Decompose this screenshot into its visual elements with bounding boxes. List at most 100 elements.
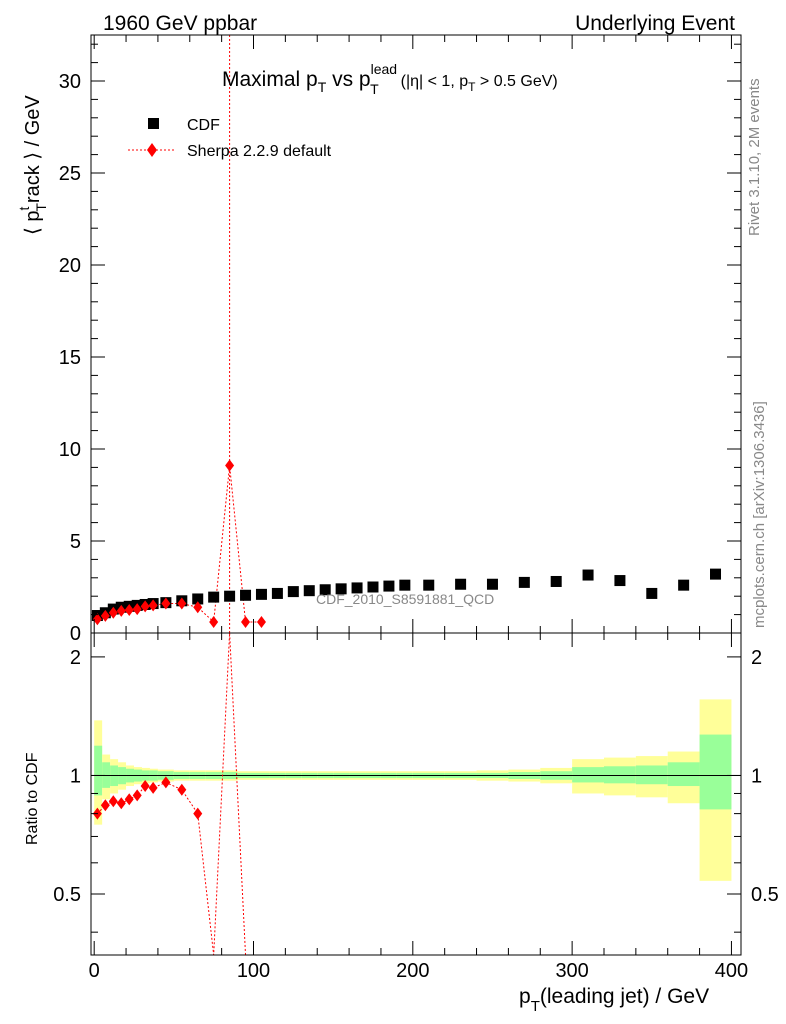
cdf-point bbox=[646, 587, 658, 599]
sherpa-point bbox=[241, 615, 251, 628]
main-data-layer bbox=[91, 35, 722, 633]
ratio-band-inner bbox=[635, 765, 668, 785]
sherpa-ratio-point bbox=[140, 780, 150, 793]
cdf-point bbox=[255, 588, 267, 600]
sherpa-ratio-point bbox=[148, 781, 158, 794]
title-cut-sub: T bbox=[468, 80, 476, 94]
xlabel-rest: (leading jet) / GeV bbox=[540, 985, 709, 1008]
ratio-ytick-label: 2 bbox=[70, 647, 81, 669]
sherpa-point bbox=[124, 604, 134, 616]
ratio-y-label: Ratio to CDF bbox=[24, 752, 41, 845]
title-main: Maximal p bbox=[222, 68, 318, 91]
main-ytick-label: 5 bbox=[70, 531, 81, 553]
sherpa-point bbox=[148, 599, 158, 612]
sherpa-ratio-point bbox=[108, 795, 118, 808]
cdf-point bbox=[303, 585, 315, 597]
cdf-point bbox=[271, 587, 283, 599]
ratio-band-inner bbox=[94, 745, 103, 796]
sherpa-point bbox=[209, 615, 219, 628]
sherpa-ratio-point bbox=[116, 797, 126, 810]
sherpa-ratio-point bbox=[177, 783, 187, 796]
chart-title: Maximal pT vs plead T (|η| < 1, pT > 0.5 G… bbox=[222, 61, 558, 97]
ratio-xtick-label: 300 bbox=[555, 960, 588, 982]
mcplots-label: mcplots.cern.ch [arXiv:1306.3436] bbox=[751, 401, 768, 628]
ratio-band-inner bbox=[667, 762, 700, 787]
ratio-ytick-label: 0.5 bbox=[53, 884, 81, 906]
cdf-point bbox=[224, 590, 236, 602]
main-ytick-label: 25 bbox=[59, 163, 81, 185]
title-cut: (|η| < 1, p bbox=[401, 73, 469, 90]
main-y-axis: 0 5 10 15 20 25 30 bbox=[59, 43, 741, 645]
title-sup: lead bbox=[371, 61, 397, 77]
legend-sherpa-label: Sherpa 2.2.9 default bbox=[187, 143, 332, 160]
legend-sherpa-marker bbox=[147, 143, 157, 157]
title-sub2: T bbox=[370, 81, 379, 97]
sherpa-point bbox=[108, 606, 118, 619]
ratio-band-inner bbox=[572, 767, 604, 783]
header-left: 1960 GeV ppbar bbox=[103, 12, 257, 35]
cdf-point bbox=[550, 575, 562, 587]
analysis-watermark: CDF_2010_S8591881_QCD bbox=[316, 591, 494, 607]
rivet-label: Rivet 3.1.10, 2M events bbox=[746, 78, 763, 236]
sherpa-point bbox=[132, 603, 142, 616]
ratio-data-layer bbox=[91, 632, 741, 956]
cdf-point bbox=[399, 579, 411, 591]
cdf-point bbox=[423, 579, 435, 591]
sherpa-point bbox=[177, 597, 187, 610]
legend: CDF Sherpa 2.2.9 default bbox=[128, 117, 332, 160]
ratio-ytick-label-right: 0.5 bbox=[751, 884, 779, 906]
cdf-point bbox=[614, 575, 626, 587]
cdf-point bbox=[383, 580, 395, 592]
ratio-band-inner bbox=[699, 734, 732, 810]
sherpa-ratio-point bbox=[193, 807, 203, 820]
ratio-xtick-label: 400 bbox=[715, 960, 748, 982]
cdf-point bbox=[518, 576, 530, 588]
title-cut-end: > 0.5 GeV) bbox=[475, 73, 557, 90]
sherpa-ratio-point bbox=[132, 789, 142, 802]
xlabel-main: p bbox=[519, 985, 531, 1008]
ratio-ytick-label-right: 2 bbox=[751, 647, 762, 669]
legend-cdf-marker bbox=[148, 118, 159, 129]
cdf-point bbox=[710, 568, 722, 580]
sherpa-ratio-line bbox=[97, 632, 247, 956]
cdf-point bbox=[319, 584, 331, 596]
sherpa-point bbox=[100, 609, 110, 622]
main-ytick-label: 10 bbox=[59, 439, 81, 461]
cdf-point bbox=[192, 593, 204, 605]
cdf-point bbox=[678, 579, 690, 591]
ratio-bands bbox=[94, 699, 732, 881]
sherpa-point bbox=[140, 600, 150, 613]
main-ytick-label: 30 bbox=[59, 71, 81, 93]
main-ytick-label: 0 bbox=[70, 623, 81, 645]
sherpa-ratio-point bbox=[161, 776, 171, 789]
cdf-point bbox=[455, 578, 467, 590]
ratio-xtick-label: 100 bbox=[237, 960, 270, 982]
ratio-ytick-label: 1 bbox=[70, 765, 81, 787]
cdf-point bbox=[208, 591, 220, 603]
cdf-point bbox=[486, 578, 498, 590]
legend-cdf-label: CDF bbox=[187, 117, 220, 134]
ratio-xtick-label: 200 bbox=[396, 960, 429, 982]
sherpa-ratio-point bbox=[100, 799, 110, 812]
sherpa-point bbox=[116, 604, 126, 617]
main-ytick-label: 20 bbox=[59, 255, 81, 277]
cdf-point bbox=[582, 569, 594, 581]
ratio-panel: 0.5 0.5 1 1 2 2 0 100 200 300 400 Ratio to CDF pT… bbox=[24, 632, 779, 1015]
ylabel-sub: T bbox=[33, 203, 49, 212]
ratio-x-axis: 0 100 200 300 400 bbox=[89, 633, 748, 982]
sherpa-point bbox=[256, 615, 266, 628]
sherpa-point bbox=[193, 601, 203, 614]
x-axis-label: pT(leading jet) / GeV bbox=[519, 985, 709, 1015]
cdf-point bbox=[287, 586, 299, 598]
sherpa-point bbox=[225, 459, 235, 472]
main-y-label: ⟨ ptTrack ⟩ / GeV bbox=[16, 95, 49, 235]
sherpa-point bbox=[161, 597, 171, 610]
cdf-point bbox=[351, 582, 363, 594]
ratio-xtick-label: 0 bbox=[89, 960, 100, 982]
ratio-y-axis: 0.5 0.5 1 1 2 2 bbox=[53, 647, 779, 933]
ratio-frame bbox=[90, 632, 742, 956]
header-right: Underlying Event bbox=[575, 12, 735, 35]
sherpa-ratio-point bbox=[124, 793, 134, 806]
